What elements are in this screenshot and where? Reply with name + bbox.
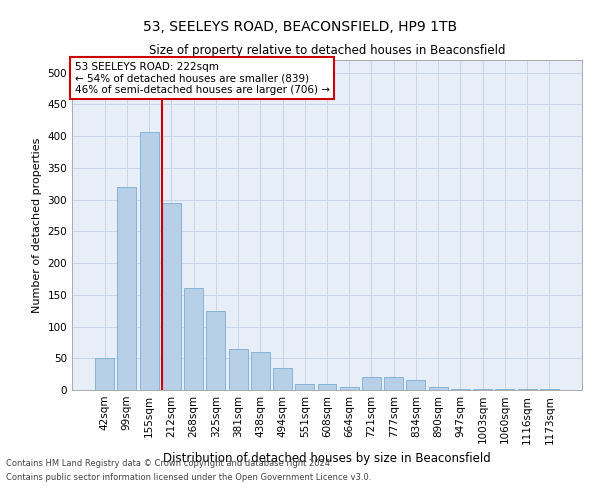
Bar xyxy=(251,352,270,390)
Text: Contains HM Land Registry data © Crown copyright and database right 2024.: Contains HM Land Registry data © Crown c… xyxy=(6,458,332,468)
Bar xyxy=(496,388,514,390)
Bar xyxy=(118,187,136,390)
Bar xyxy=(162,203,181,390)
Bar xyxy=(340,387,359,390)
Text: Contains public sector information licensed under the Open Government Licence v3: Contains public sector information licen… xyxy=(6,474,371,482)
Bar xyxy=(540,388,559,390)
Bar xyxy=(206,310,225,390)
Bar xyxy=(429,387,448,390)
Bar xyxy=(184,288,203,390)
X-axis label: Distribution of detached houses by size in Beaconsfield: Distribution of detached houses by size … xyxy=(163,452,491,465)
Bar xyxy=(95,358,114,390)
Bar xyxy=(140,132,158,390)
Bar xyxy=(384,378,403,390)
Bar xyxy=(518,388,536,390)
Title: Size of property relative to detached houses in Beaconsfield: Size of property relative to detached ho… xyxy=(149,44,505,58)
Bar xyxy=(229,349,248,390)
Bar xyxy=(295,384,314,390)
Bar xyxy=(473,388,492,390)
Bar xyxy=(406,380,425,390)
Bar xyxy=(362,378,381,390)
Text: 53 SEELEYS ROAD: 222sqm
← 54% of detached houses are smaller (839)
46% of semi-d: 53 SEELEYS ROAD: 222sqm ← 54% of detache… xyxy=(74,62,329,95)
Bar xyxy=(273,368,292,390)
Bar xyxy=(317,384,337,390)
Text: 53, SEELEYS ROAD, BEACONSFIELD, HP9 1TB: 53, SEELEYS ROAD, BEACONSFIELD, HP9 1TB xyxy=(143,20,457,34)
Bar xyxy=(451,388,470,390)
Y-axis label: Number of detached properties: Number of detached properties xyxy=(32,138,42,312)
